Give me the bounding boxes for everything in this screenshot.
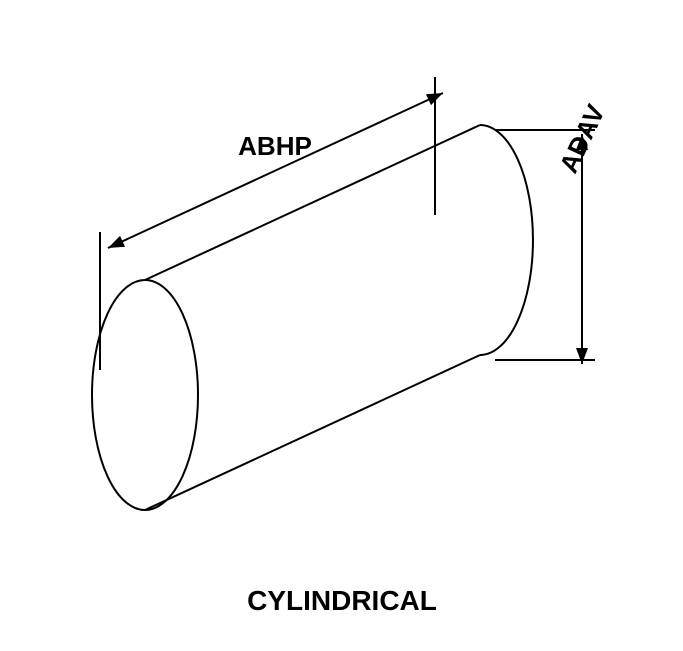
cylinder-diagram: ABHP ADAV CYLINDRICAL [0, 0, 683, 651]
caption-text: CYLINDRICAL [247, 585, 437, 616]
diameter-label: ADAV [553, 99, 611, 177]
length-dimension [100, 77, 443, 370]
cylinder-shape [92, 125, 533, 510]
length-label: ABHP [238, 131, 312, 161]
